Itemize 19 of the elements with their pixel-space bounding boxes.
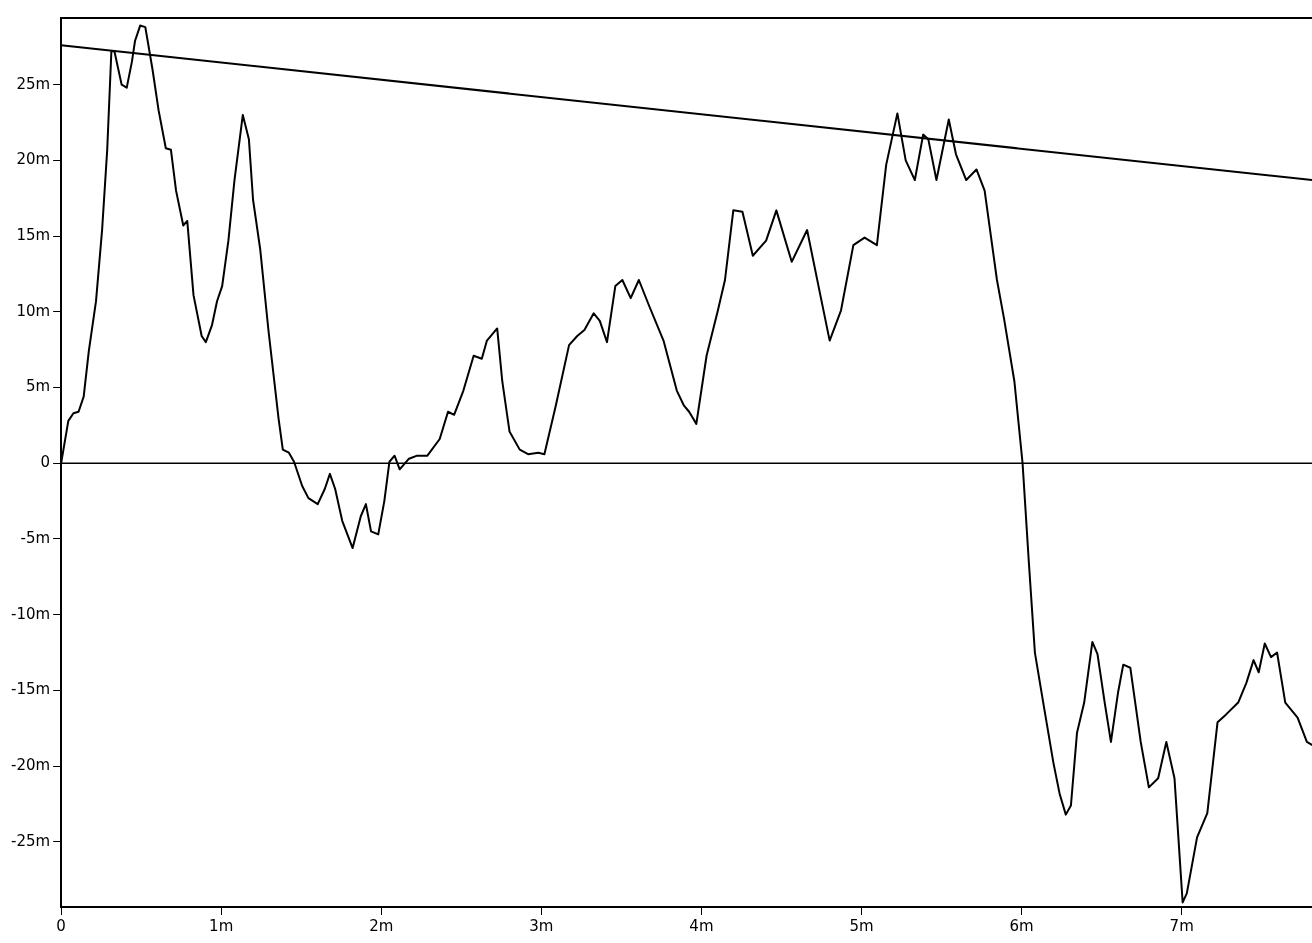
x-tick-label: 2m xyxy=(369,916,394,935)
x-tick-label: 1m xyxy=(209,916,234,935)
y-tick-label: 0 xyxy=(40,453,51,472)
y-tick-label: -10m xyxy=(10,604,51,623)
y-tick-label: -5m xyxy=(20,528,51,547)
x-tick-label: 4m xyxy=(689,916,714,935)
x-tick-label: 3m xyxy=(529,916,554,935)
y-tick-label: -25m xyxy=(10,831,51,850)
y-tick-label: -15m xyxy=(10,680,51,699)
x-tick-label: 5m xyxy=(849,916,874,935)
x-tick-label: 7m xyxy=(1169,916,1194,935)
y-tick-label: -20m xyxy=(10,756,51,775)
x-tick-label: 6m xyxy=(1009,916,1034,935)
x-tick-label: 0 xyxy=(56,916,66,935)
y-tick-label: 5m xyxy=(25,377,51,396)
y-tick-label: 10m xyxy=(16,301,51,320)
y-tick-label: 15m xyxy=(16,225,51,244)
y-tick-label: 25m xyxy=(16,74,51,93)
y-tick-label: 20m xyxy=(16,150,51,169)
